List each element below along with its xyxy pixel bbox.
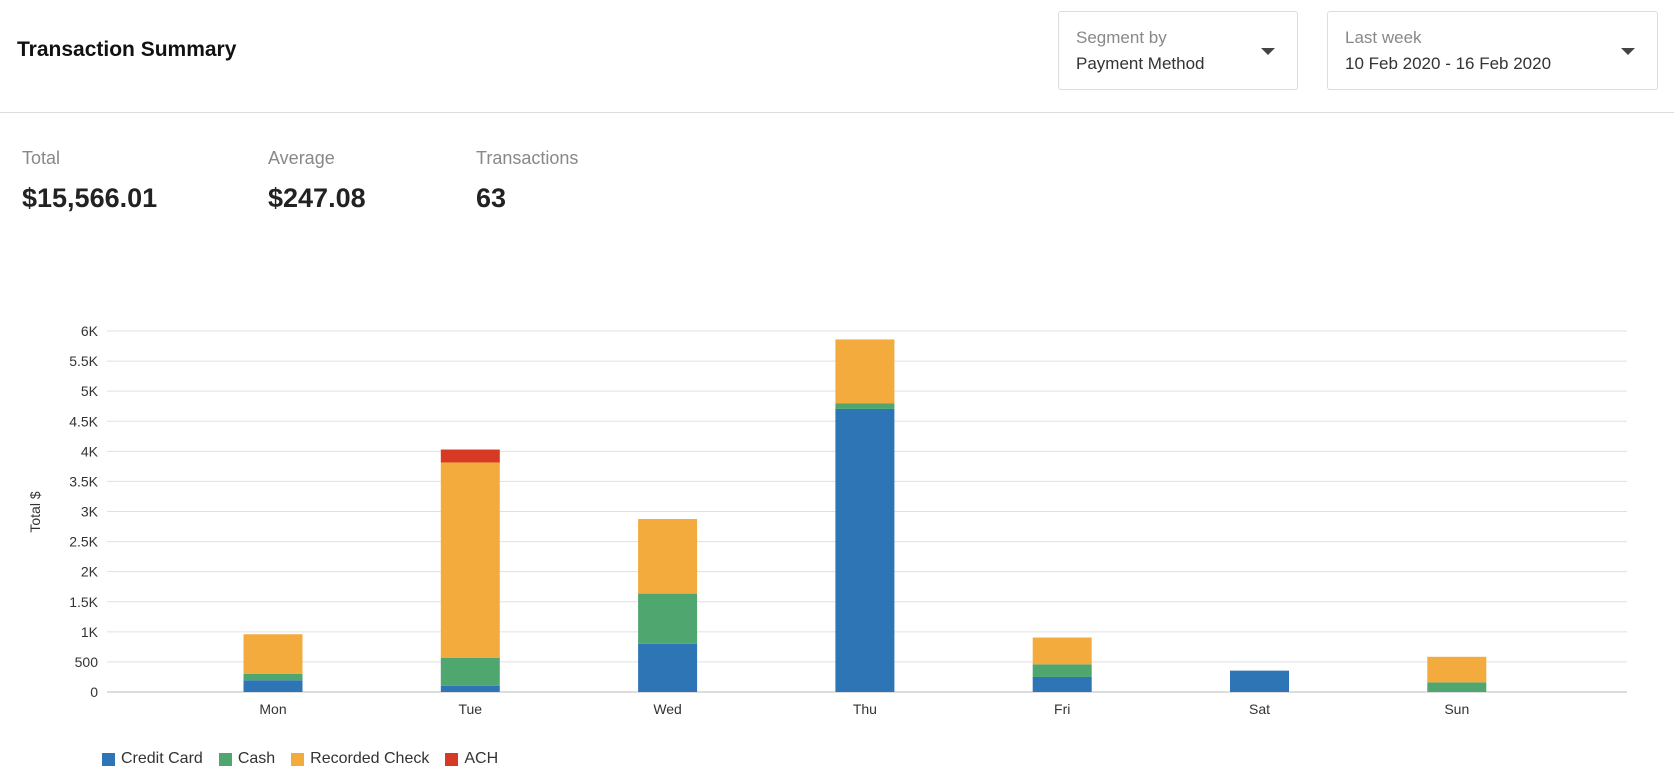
bar-recorded-check-fri[interactable]: [1032, 637, 1092, 665]
legend-item[interactable]: ACH: [445, 750, 498, 768]
y-tick-label: 2.5K: [69, 534, 98, 550]
legend-item[interactable]: Recorded Check: [291, 750, 429, 768]
legend-swatch: [218, 752, 232, 766]
legend-item[interactable]: Credit Card: [102, 750, 203, 768]
y-tick-label: 2K: [81, 564, 99, 580]
bar-cash-sun[interactable]: [1427, 682, 1487, 692]
y-axis-label: Total $: [27, 491, 43, 532]
y-tick-label: 3.5K: [69, 473, 98, 489]
legend: Credit Card Cash Recorded Check ACH: [102, 750, 498, 768]
y-tick-label: 4.5K: [69, 413, 98, 429]
x-tick-label: Sun: [1444, 701, 1469, 717]
x-tick-label: Fri: [1054, 701, 1070, 717]
bar-cash-thu[interactable]: [835, 403, 895, 409]
y-tick-label: 3K: [81, 504, 99, 520]
y-tick-label: 500: [75, 654, 99, 670]
date-range-label: Last week: [1345, 28, 1422, 47]
bar-recorded-check-sun[interactable]: [1427, 656, 1487, 683]
x-tick-label: Sat: [1249, 701, 1270, 717]
bar-credit-card-wed[interactable]: [638, 643, 698, 692]
legend-label: Cash: [237, 750, 276, 767]
segment-by-dropdown[interactable]: Segment by Payment Method: [1058, 11, 1298, 90]
y-tick-label: 6K: [81, 323, 99, 339]
bar-credit-card-fri[interactable]: [1032, 676, 1092, 692]
legend-label: ACH: [464, 750, 499, 767]
x-tick-label: Thu: [853, 701, 877, 717]
stat-value: $247.08: [268, 183, 366, 213]
segment-by-value: Payment Method: [1076, 54, 1205, 73]
y-tick-label: 5.5K: [69, 353, 98, 369]
x-tick-label: Tue: [458, 701, 482, 717]
bar-ach-tue[interactable]: [440, 449, 500, 463]
bar-recorded-check-mon[interactable]: [243, 634, 303, 674]
bar-recorded-check-thu[interactable]: [835, 339, 895, 404]
legend-swatch: [102, 752, 115, 766]
legend-label: Credit Card: [121, 750, 203, 767]
stat-transactions: Transactions 63: [476, 148, 578, 214]
bar-recorded-check-wed[interactable]: [638, 519, 698, 594]
date-range-dropdown[interactable]: Last week 10 Feb 2020 - 16 Feb 2020: [1327, 11, 1658, 90]
stat-total: Total $15,566.01: [22, 148, 157, 214]
legend-label: Recorded Check: [310, 750, 430, 767]
legend-swatch: [291, 752, 305, 766]
bar-cash-mon[interactable]: [243, 673, 303, 681]
bar-credit-card-tue[interactable]: [440, 685, 500, 692]
stat-value: 63: [476, 183, 507, 213]
stat-value: $15,566.01: [22, 183, 158, 213]
stat-label: Transactions: [476, 148, 579, 168]
y-tick-label: 1K: [81, 624, 99, 640]
bar-credit-card-thu[interactable]: [835, 408, 895, 692]
y-tick-label: 5K: [81, 383, 99, 399]
y-tick-label: 1.5K: [69, 594, 98, 610]
bar-credit-card-sat[interactable]: [1230, 670, 1289, 692]
header: Transaction Summary Segment by Payment M…: [0, 0, 1674, 113]
bar-cash-tue[interactable]: [440, 657, 500, 686]
segment-by-label: Segment by: [1076, 28, 1167, 47]
stat-average: Average $247.08: [268, 148, 366, 214]
bar-recorded-check-tue[interactable]: [440, 462, 500, 658]
stat-label: Average: [268, 148, 335, 168]
legend-swatch: [445, 752, 459, 766]
x-tick-label: Mon: [259, 701, 286, 717]
y-tick-label: 0: [90, 684, 98, 700]
page-title: Transaction Summary: [17, 38, 237, 61]
bar-credit-card-mon[interactable]: [243, 680, 303, 692]
x-tick-label: Wed: [653, 701, 682, 717]
stat-label: Total: [22, 148, 61, 168]
date-range-value: 10 Feb 2020 - 16 Feb 2020: [1345, 54, 1552, 73]
chevron-down-icon: [1621, 48, 1635, 55]
bar-cash-wed[interactable]: [638, 593, 698, 644]
stacked-bar-chart: 0 500 1K 1.5K 2K 2.5K 3K 3.5K 4K 4.5K 5K 5.5K 6K Mon T…: [27, 323, 1627, 717]
bar-cash-fri[interactable]: [1032, 664, 1092, 677]
legend-item[interactable]: Cash: [218, 750, 276, 768]
y-tick-label: 4K: [81, 443, 99, 459]
chevron-down-icon: [1261, 48, 1275, 55]
